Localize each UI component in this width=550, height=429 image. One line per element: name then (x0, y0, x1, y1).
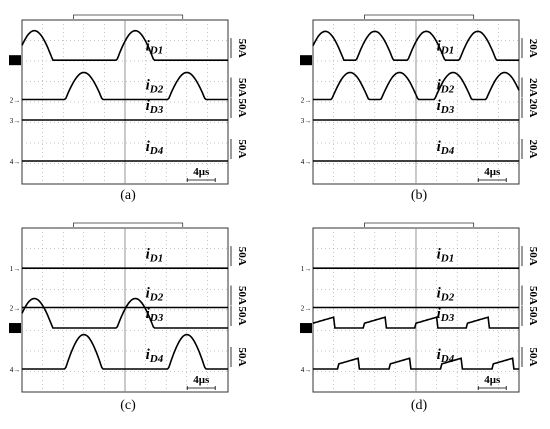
oscilloscope-panel-d: 1→ iD1 50A 2→ iD2 50A 3→ iD3 50A 4→ iD4 50A 4μs (300, 222, 539, 393)
time-scale-label: 4μs (484, 374, 501, 386)
channel-marker-label: 3→ (10, 325, 21, 333)
channel-marker-label: 2→ (10, 97, 21, 105)
channel-scale-label: 50A (236, 348, 248, 367)
time-scale-arrow (477, 178, 507, 182)
channel-label-d1: iD1 (437, 246, 455, 264)
channel-label-d3: iD3 (146, 98, 164, 116)
time-scale-arrow (186, 178, 216, 182)
channel-scale-label: 50A (527, 348, 539, 367)
waveform-trace-d3 (312, 316, 519, 329)
channel-marker-label: 2→ (10, 305, 21, 313)
waveform-trace-d2 (22, 71, 228, 101)
channel-label-d2: iD2 (437, 78, 455, 96)
channel-label-d4: iD4 (437, 139, 455, 157)
time-scale-label: 4μs (193, 374, 210, 386)
channel-marker-selected (9, 323, 21, 334)
channel-scale-label: 20A (527, 78, 539, 97)
waveform-trace-d4 (22, 333, 228, 370)
channel-marker-label: 1→ (301, 265, 312, 273)
waveform-trace-d3 (21, 297, 228, 329)
panel-c-caption: (c) (120, 398, 136, 413)
channel-marker-selected (300, 323, 312, 334)
channel-marker-label: 4→ (10, 158, 21, 166)
channel-scale-label: 50A (236, 140, 248, 159)
trigger-bracket (73, 222, 184, 227)
channel-scale-label: 20A (527, 39, 539, 58)
oscilloscope-panel-a: 1→ iD1 50A 2→ iD2 50A 3→ iD3 50A 4→ iD4 50A 4μs (9, 14, 248, 185)
panel-b-caption: (b) (410, 188, 428, 203)
trigger-bracket (364, 14, 475, 19)
panel-d-caption: (d) (410, 398, 428, 413)
time-scale-label: 4μs (193, 166, 210, 178)
channel-scale-label: 50A (236, 99, 248, 118)
time-scale-arrow (186, 386, 216, 390)
trigger-bracket (73, 14, 184, 19)
time-scale-label: 4μs (484, 166, 501, 178)
time-scale-arrow (477, 386, 507, 390)
channel-marker-label: 1→ (10, 57, 21, 65)
waveform-trace-d4 (313, 357, 519, 370)
channel-label-d1: iD1 (146, 246, 164, 264)
waveform-trace-d1 (312, 30, 519, 61)
channel-scale-label: 50A (236, 286, 248, 305)
waveform-trace-d1 (21, 29, 228, 61)
channel-label-d4: iD4 (146, 139, 164, 157)
panel-a-caption: (a) (120, 188, 136, 203)
channel-scale-label: 20A (527, 99, 539, 118)
channel-marker-selected (300, 55, 312, 66)
channel-marker-label: 2→ (301, 305, 312, 313)
channel-label-d2: iD2 (437, 286, 455, 304)
channel-scale-label: 50A (236, 78, 248, 97)
channel-scale-label: 50A (236, 307, 248, 326)
channel-label-d4: iD4 (146, 347, 164, 365)
channel-marker-label: 1→ (10, 265, 21, 273)
waveform-trace-d2 (313, 71, 520, 101)
trigger-bracket (364, 222, 475, 227)
channel-marker-label: 1→ (301, 57, 312, 65)
channel-marker-label: 2→ (301, 97, 312, 105)
oscilloscope-panel-b: 1→ iD1 20A 2→ iD2 20A 3→ iD3 20A 4→ iD4 20A 4μs (300, 14, 539, 185)
channel-label-d4: iD4 (437, 347, 455, 365)
channel-label-d3: iD3 (437, 306, 455, 324)
channel-marker-label: 3→ (301, 117, 312, 125)
channel-marker-label: 4→ (301, 366, 312, 374)
channel-label-d2: iD2 (146, 286, 164, 304)
scope-grid (313, 228, 519, 392)
channel-scale-label: 50A (236, 247, 248, 266)
channel-marker-label: 4→ (10, 366, 21, 374)
channel-marker-label: 3→ (301, 325, 312, 333)
channel-scale-label: 20A (527, 140, 539, 159)
channel-marker-selected (9, 55, 21, 66)
scope-grid (313, 20, 519, 184)
channel-scale-label: 50A (527, 247, 539, 266)
channel-scale-label: 50A (527, 286, 539, 305)
channel-scale-label: 50A (236, 39, 248, 58)
channel-label-d3: iD3 (437, 98, 455, 116)
scope-grid (22, 20, 228, 184)
channel-label-d1: iD1 (146, 38, 164, 56)
oscilloscope-panel-c: 1→ iD1 50A 2→ iD2 50A 3→ iD3 50A 4→ iD4 50A 4μs (9, 222, 248, 393)
channel-marker-label: 3→ (10, 117, 21, 125)
channel-label-d1: iD1 (437, 38, 455, 56)
channel-label-d3: iD3 (146, 306, 164, 324)
channel-scale-label: 50A (527, 307, 539, 326)
channel-marker-label: 4→ (301, 158, 312, 166)
channel-label-d2: iD2 (146, 78, 164, 96)
